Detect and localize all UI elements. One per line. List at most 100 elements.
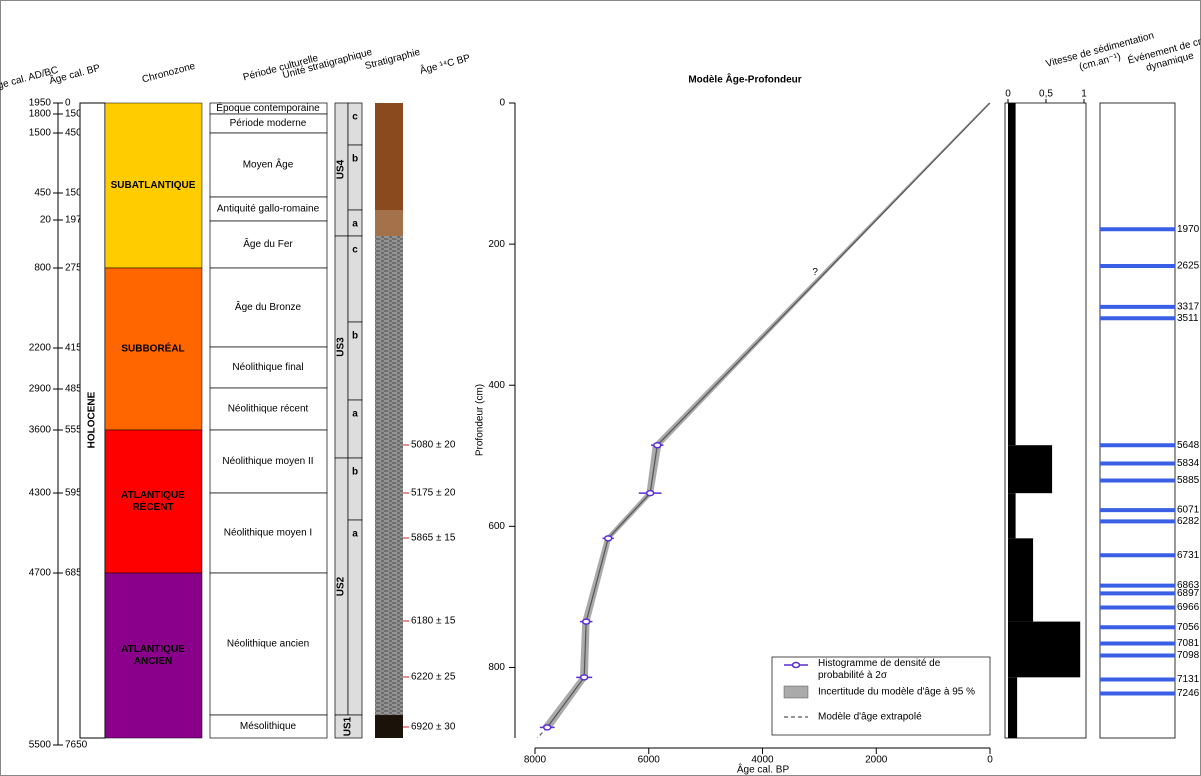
age-bp: 5550 <box>65 425 88 436</box>
unit-cell <box>334 714 363 739</box>
age-bp: 150 <box>65 109 82 120</box>
y-tick-label: 200 <box>488 239 505 250</box>
legend-label: Incertitude du modèle d'âge à 95 % <box>818 687 975 698</box>
legend-entry: Histogramme de densité de probabilité à … <box>818 658 941 681</box>
legend-label: Modèle d'âge extrapolé <box>818 712 922 723</box>
period-cell <box>209 429 328 494</box>
model-line <box>546 102 991 728</box>
flood-age: 3317 <box>1177 302 1200 313</box>
period-cell <box>209 220 328 269</box>
c14-date: 5080 ± 20 <box>411 440 456 451</box>
subunit-label: a <box>352 219 358 230</box>
age-bp: 0 <box>65 98 71 109</box>
flood-age: 6897 <box>1177 588 1200 599</box>
period-cell <box>209 492 328 574</box>
flood-age: 7056 <box>1177 622 1200 633</box>
period-cell <box>209 387 328 431</box>
chronozone <box>104 267 203 431</box>
flood-age: 7246 <box>1177 688 1200 699</box>
chronozone <box>104 572 203 739</box>
date-point <box>653 441 662 449</box>
strat-brown-light <box>375 210 403 236</box>
x-tick-label: 1 <box>1081 89 1087 100</box>
age-ad-bc: 4300 <box>29 488 52 499</box>
y-tick-label: 600 <box>488 521 505 532</box>
age-ad-bc: 800 <box>34 263 51 274</box>
age-bp: 450 <box>65 128 82 139</box>
period-label: Moyen Âge <box>243 158 294 171</box>
flood-age: 7098 <box>1177 650 1200 661</box>
age-ad-bc: 1800 <box>29 109 52 120</box>
legend-label: Histogramme de densité de probabilité à … <box>818 658 941 681</box>
age-ad-bc: 2200 <box>29 343 52 354</box>
age-bp: 4150 <box>65 343 88 354</box>
subunit-cell <box>347 519 363 716</box>
subunit-label: b <box>352 154 358 165</box>
chronozone-label: SUBATLANTIQUE <box>111 180 196 191</box>
chronozone-label: ATLANTIQUE <box>121 644 185 655</box>
x-tick-label: 2000 <box>865 755 888 766</box>
column-header: Chronozone <box>141 61 197 86</box>
period-label: Néolithique ancien <box>227 639 309 650</box>
y-tick-label: 800 <box>488 662 505 673</box>
chronozone <box>104 102 203 269</box>
flood-age: 6731 <box>1177 550 1200 561</box>
age-ad-bc: 3600 <box>29 425 52 436</box>
subunit-label: b <box>352 331 358 342</box>
subunit-label: a <box>352 529 358 540</box>
c14-date: 6220 ± 25 <box>411 672 456 683</box>
period-label: Âge du Bronze <box>235 300 302 313</box>
column-header: Stratigraphie <box>364 47 422 72</box>
period-label: Antiquité gallo-romaine <box>217 204 320 215</box>
age-ad-bc: 20 <box>40 215 52 226</box>
y-axis-label: Profondeur (cm) <box>475 384 486 456</box>
chronozone-label: SUBBORÉAL <box>121 342 184 355</box>
x-tick-label: 0 <box>1005 89 1011 100</box>
age-bp: 5950 <box>65 488 88 499</box>
x-tick-label: 6000 <box>638 755 661 766</box>
subunit-label: b <box>352 467 358 478</box>
annotation: ? <box>812 267 818 278</box>
x-tick-label: 0 <box>987 755 993 766</box>
age-ad-bc: 5500 <box>29 740 52 751</box>
c14-date: 6920 ± 30 <box>411 722 456 733</box>
strat-brown <box>375 103 403 210</box>
plot-area <box>536 102 991 738</box>
rate-bar <box>1008 445 1053 494</box>
age-ad-bc: 2900 <box>29 384 52 395</box>
strat-gray <box>375 236 403 715</box>
flood-age: 6282 <box>1177 516 1200 527</box>
age-ad-bc: 1500 <box>29 128 52 139</box>
legend-box <box>771 656 991 736</box>
chronozone-label: ANCIEN <box>134 656 172 667</box>
flood-age: 1970 <box>1177 224 1200 235</box>
period-cell <box>209 714 328 739</box>
age-bp: 7650 <box>65 740 88 751</box>
rate-bar <box>1008 493 1016 539</box>
flood-age: 7131 <box>1177 674 1200 685</box>
unit-label: US4 <box>336 159 347 179</box>
subunit-label: c <box>352 245 358 256</box>
period-label: Néolithique final <box>232 362 303 373</box>
flood-panel <box>1099 102 1176 739</box>
period-cell <box>209 346 328 389</box>
c14-date: 6180 ± 15 <box>411 616 456 627</box>
x-tick-label: 4000 <box>751 755 774 766</box>
flood-age: 3511 <box>1177 313 1199 324</box>
age-bp: 1500 <box>65 188 88 199</box>
y-tick-label: 0 <box>499 98 505 109</box>
period-label: Âge du Fer <box>243 237 293 250</box>
rate-bar <box>1008 677 1018 738</box>
legend-band <box>783 685 809 699</box>
period-label: Mésolithique <box>240 721 297 732</box>
subunit-label: c <box>352 112 358 123</box>
holocene-label: HOLOCENE <box>87 391 98 448</box>
rate-bar <box>1008 103 1016 446</box>
subunit-cell <box>347 102 363 146</box>
date-point <box>581 618 591 625</box>
age-bp: 2750 <box>65 263 88 274</box>
flood-age: 6071 <box>1177 505 1200 516</box>
period-cell <box>209 196 328 222</box>
legend-point <box>791 661 801 669</box>
